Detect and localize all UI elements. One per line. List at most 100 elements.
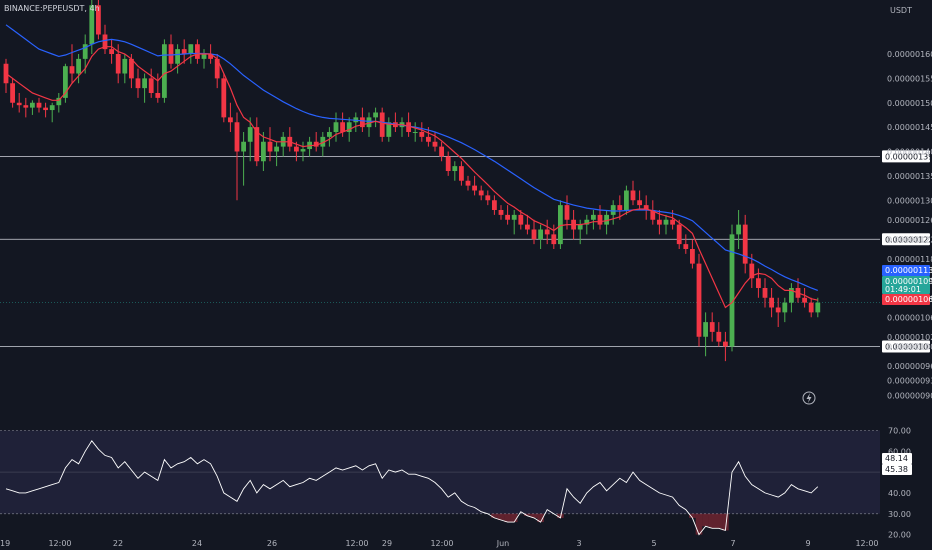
candle-bear bbox=[802, 297, 807, 303]
time-tick-label: 12:00 bbox=[855, 539, 878, 548]
price-tick-label: 0.00000106 bbox=[887, 313, 932, 322]
candle-bear bbox=[518, 214, 524, 225]
candle-bull bbox=[274, 146, 279, 152]
candle-bear bbox=[208, 54, 213, 59]
price-tick-label: 0.00000100 bbox=[887, 343, 932, 352]
rsi-tick-label: 60.00 bbox=[888, 447, 911, 456]
time-tick-label: 22 bbox=[113, 539, 123, 548]
candle-bear bbox=[340, 122, 345, 132]
candle-bear bbox=[379, 112, 385, 137]
candle-bull bbox=[320, 136, 326, 147]
candle-bear bbox=[531, 229, 537, 240]
candle-bull bbox=[76, 58, 81, 74]
candle-bear bbox=[637, 200, 642, 206]
level-tag-bg bbox=[882, 150, 930, 163]
candle-bear bbox=[690, 249, 695, 264]
ma-fast-tag-bg bbox=[882, 294, 930, 305]
candle-bear bbox=[23, 105, 29, 108]
candle-bull bbox=[703, 322, 708, 337]
candle-bear bbox=[181, 49, 187, 54]
ma-slow-line bbox=[5, 24, 819, 291]
candle-bear bbox=[360, 117, 365, 128]
candle-bear bbox=[505, 214, 510, 220]
candle-bear bbox=[465, 180, 471, 186]
candle-bear bbox=[439, 146, 444, 157]
price-tick-label: 0.00000135 bbox=[887, 172, 932, 181]
candle-bull bbox=[175, 49, 180, 64]
candle-bear bbox=[129, 58, 134, 79]
rsi-tag-lower-bg bbox=[882, 464, 912, 475]
time-tick-label: 12:00 bbox=[430, 539, 453, 548]
candle-bull bbox=[261, 141, 266, 162]
price-tick-label: 0.00000150 bbox=[887, 99, 932, 108]
candle-bear bbox=[267, 141, 273, 152]
candle-bull bbox=[122, 58, 128, 74]
rsi-tick-label: 40.00 bbox=[888, 489, 911, 498]
candle-bull bbox=[782, 302, 788, 313]
candle-bear bbox=[650, 210, 656, 220]
time-tick-label: 12:00 bbox=[345, 539, 368, 548]
time-tick-label: 19 bbox=[0, 539, 10, 548]
level-tag-bg bbox=[882, 233, 930, 246]
candle-bull bbox=[30, 102, 35, 108]
rsi-oversold-fill bbox=[557, 513, 564, 518]
rsi-oversold-fill bbox=[715, 513, 723, 529]
last-price-tag-label: 0.00000109 bbox=[885, 277, 932, 286]
candle-bull bbox=[241, 141, 246, 152]
candle-bear bbox=[228, 117, 233, 123]
time-tick-label: 24 bbox=[192, 539, 202, 548]
price-tick-label: 0.00000126 bbox=[887, 216, 932, 225]
candle-bull bbox=[333, 122, 339, 132]
candle-bear bbox=[254, 127, 260, 162]
rsi-oversold-fill bbox=[510, 513, 518, 523]
moving-averages bbox=[5, 24, 819, 309]
candle-bear bbox=[696, 263, 702, 337]
horizontal-levels[interactable]: 0.00000139 0.00000122 0.00000100 bbox=[0, 150, 932, 353]
rsi-tick-label: 70.00 bbox=[888, 426, 911, 435]
time-tick-label: 29 bbox=[382, 539, 392, 548]
candle-bear bbox=[419, 132, 425, 137]
price-tick-label: 0.00000155 bbox=[887, 74, 932, 83]
candle-bear bbox=[472, 185, 477, 191]
candle-bull bbox=[815, 302, 821, 313]
rsi-oversold-fill bbox=[689, 513, 696, 518]
candle-bull bbox=[142, 78, 147, 89]
candle-bear bbox=[109, 49, 114, 54]
candle-bear bbox=[445, 156, 451, 171]
candle-bull bbox=[300, 149, 306, 152]
price-tick-label: 0.00000090 bbox=[887, 391, 932, 400]
candle-bear bbox=[168, 44, 174, 64]
rsi-oversold-fill bbox=[695, 513, 703, 535]
candle-bull bbox=[247, 127, 253, 142]
candlesticks bbox=[3, 0, 821, 362]
rsi-tick-label: 30.00 bbox=[888, 510, 911, 519]
candle-bull bbox=[736, 224, 741, 235]
ma-slow-tag-label: 0.00000113 bbox=[885, 266, 932, 275]
candle-bull bbox=[663, 219, 669, 225]
price-tags: 0.000001130.0000010901:49:010.0000010648… bbox=[882, 265, 932, 475]
candle-bear bbox=[676, 224, 682, 245]
candle-bear bbox=[115, 54, 121, 74]
candle-bull bbox=[729, 234, 735, 347]
candle-bull bbox=[188, 44, 194, 54]
candle-bull bbox=[558, 205, 563, 245]
candle-bear bbox=[683, 244, 689, 249]
candle-bull bbox=[346, 122, 352, 132]
candle-bear bbox=[525, 224, 530, 230]
rsi-line bbox=[5, 440, 819, 536]
candle-bear bbox=[630, 190, 636, 201]
candle-bull bbox=[201, 54, 207, 59]
candle-bull bbox=[386, 122, 392, 137]
countdown-label: 01:49:01 bbox=[885, 285, 921, 294]
candle-bear bbox=[492, 200, 497, 210]
candle-bull bbox=[452, 166, 458, 171]
candle-bear bbox=[195, 44, 200, 59]
candle-bull bbox=[789, 288, 794, 303]
candle-bear bbox=[498, 210, 504, 215]
candle-bear bbox=[716, 331, 722, 342]
price-tick-label: 0.00000096 bbox=[887, 362, 932, 371]
level-tag-bg bbox=[882, 340, 930, 353]
lightning-icon[interactable] bbox=[802, 391, 816, 405]
